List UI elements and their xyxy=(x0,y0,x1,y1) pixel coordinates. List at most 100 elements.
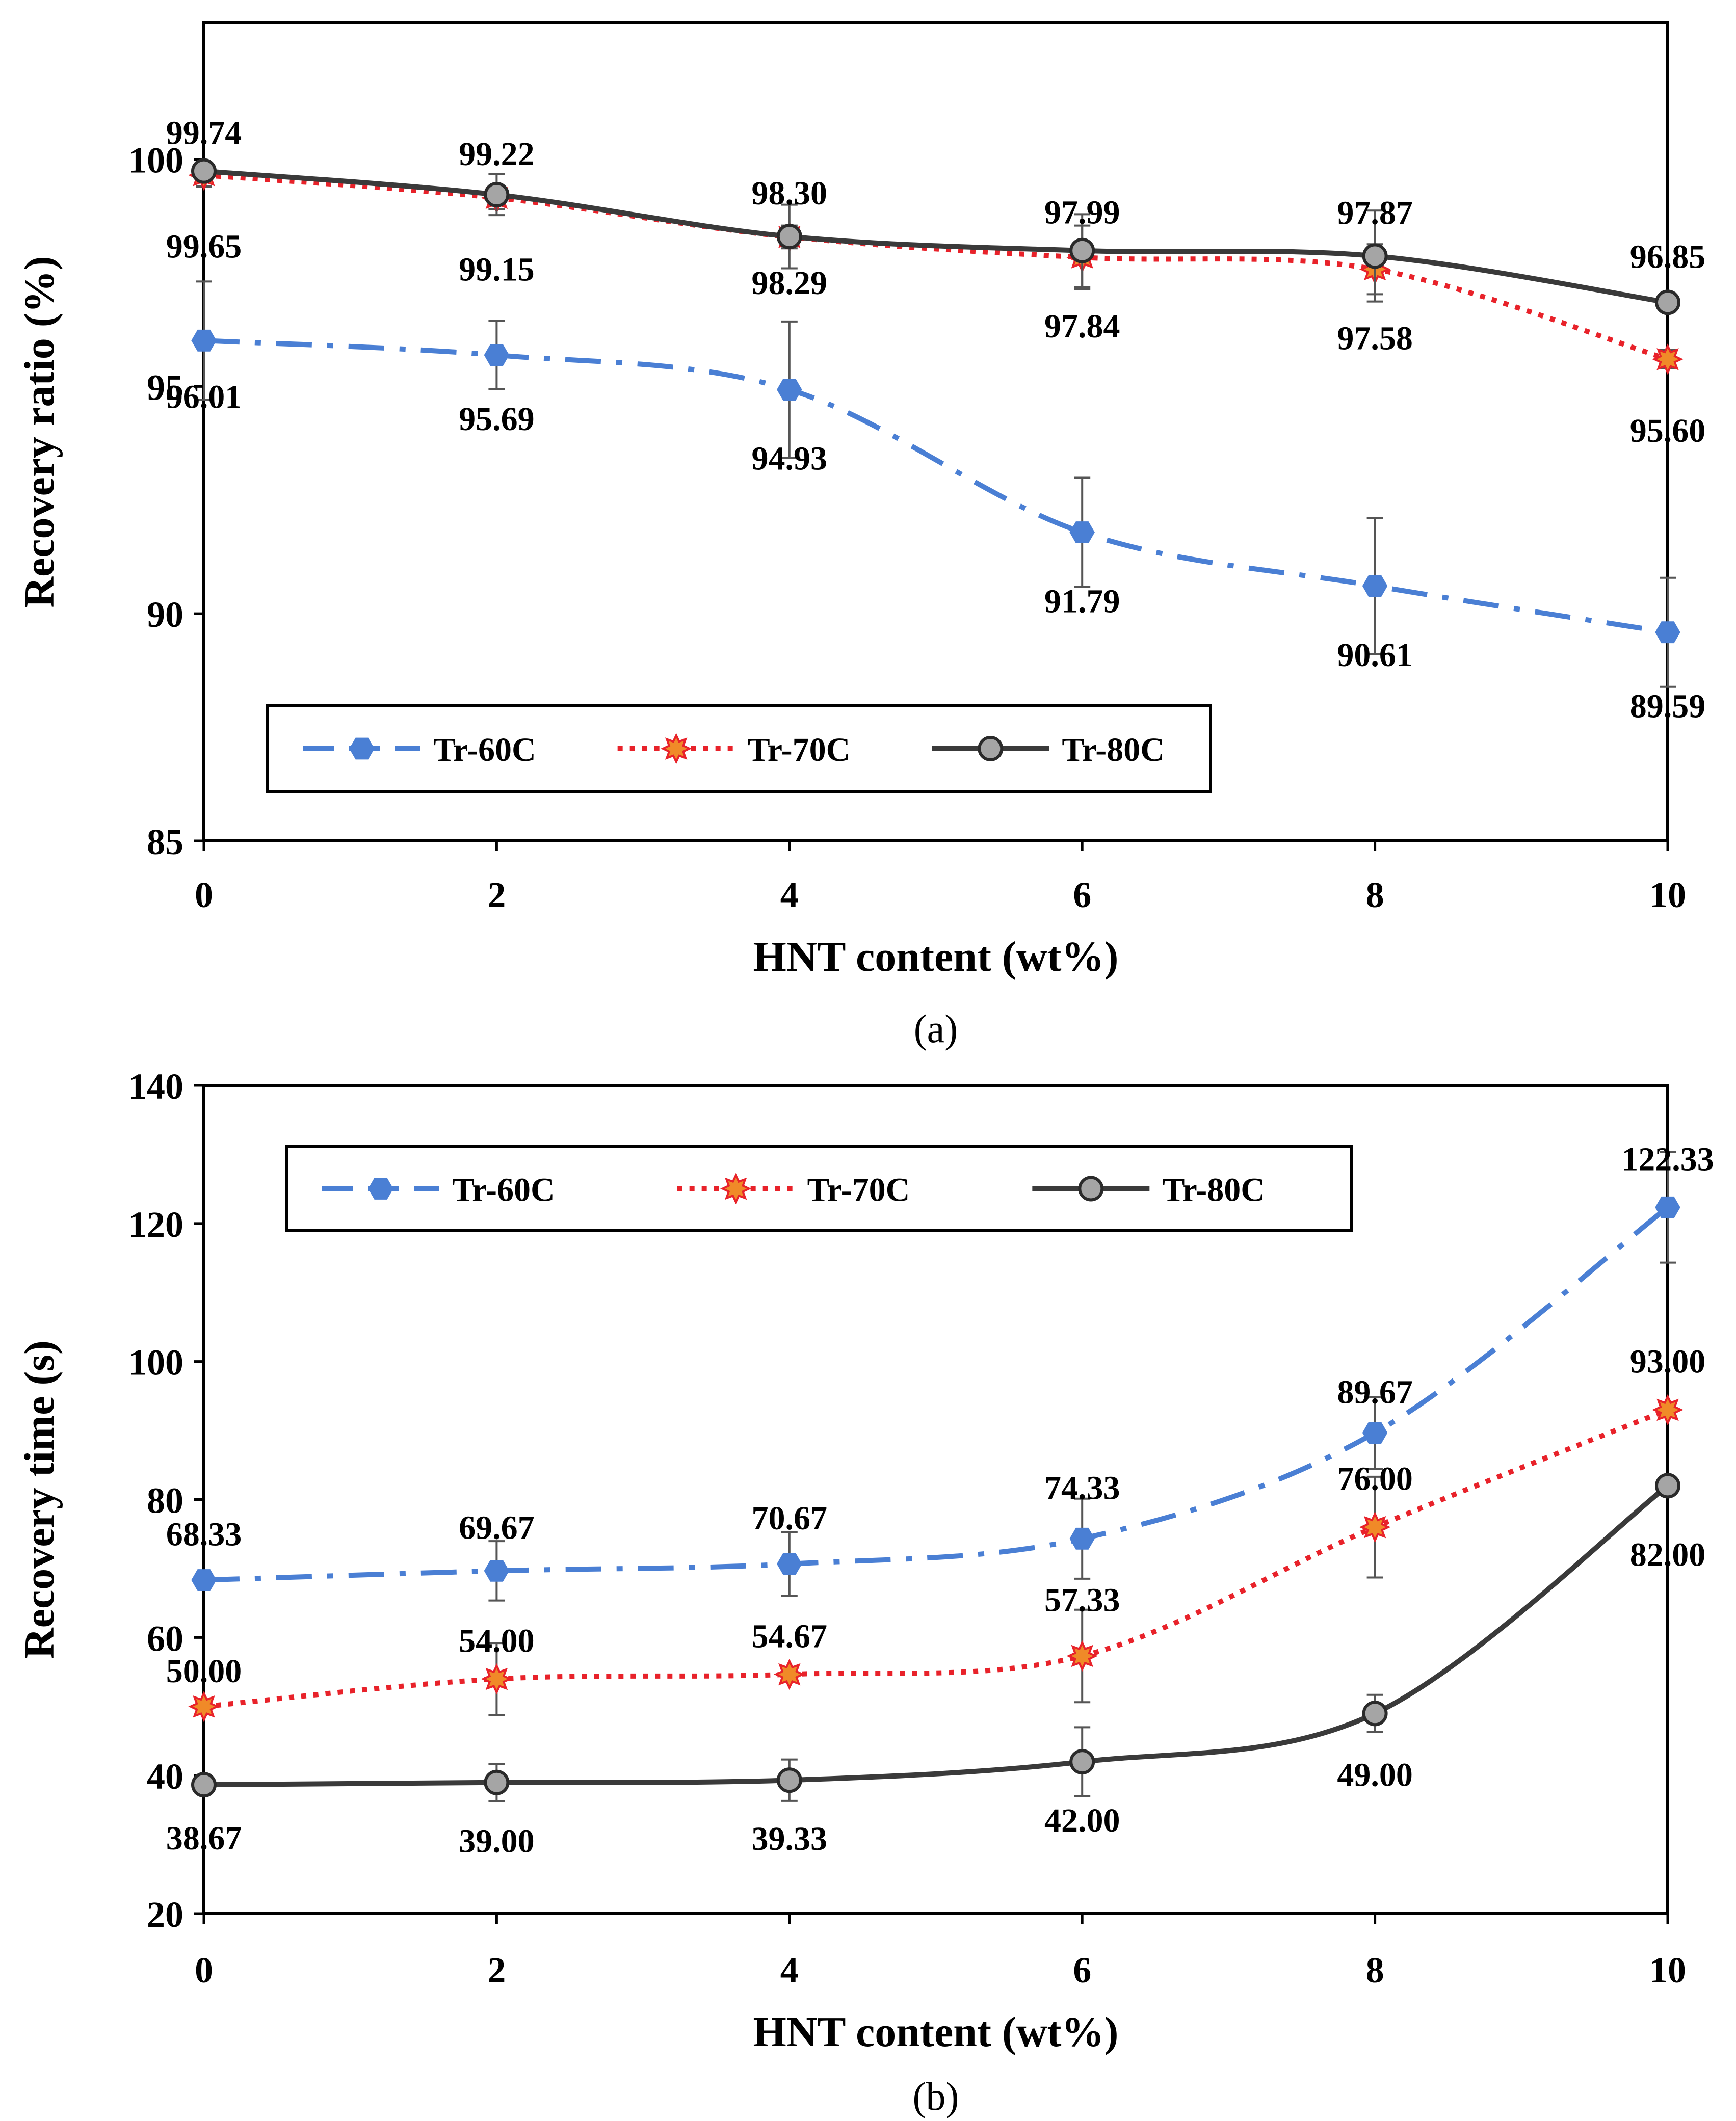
series-line-Tr-70C xyxy=(203,172,1669,362)
panel-a-chart: 85 90 95 100 0 2 4 6 8 10 HNT content (wt%) Recover… xyxy=(16,21,1706,1051)
x-tick-label: 8 xyxy=(1366,874,1384,915)
panel-caption: (a) xyxy=(914,1006,958,1051)
x-tick-label: 10 xyxy=(1649,874,1686,915)
series-line-Tr-80C xyxy=(203,1483,1670,1788)
panel-caption: (b) xyxy=(913,2074,959,2118)
legend-label: Tr-70C xyxy=(807,1172,910,1209)
data-point xyxy=(1069,237,1095,263)
series-Tr-60C: 68.33 69.67 70.67 74.33 89.67 122.33 xyxy=(166,1141,1714,1602)
x-tick-label: 2 xyxy=(487,1950,506,1991)
data-label: 90.61 xyxy=(1337,637,1413,674)
data-label: 97.84 xyxy=(1044,308,1120,345)
y-tick-label: 120 xyxy=(128,1204,183,1245)
data-label: 98.29 xyxy=(752,264,828,302)
y-tick-label: 20 xyxy=(147,1894,183,1935)
data-point xyxy=(1655,1473,1680,1499)
plot-frame xyxy=(202,21,1669,842)
data-point xyxy=(484,182,510,208)
data-label: 74.33 xyxy=(1044,1469,1120,1506)
data-label: 99.74 xyxy=(166,115,242,152)
data-label: 89.59 xyxy=(1630,688,1706,725)
data-label: 99.65 xyxy=(166,228,242,266)
legend-marker xyxy=(978,736,1004,761)
series-line-Tr-80C xyxy=(203,168,1668,305)
data-label: 97.58 xyxy=(1337,320,1413,357)
y-tick-label: 40 xyxy=(147,1756,183,1797)
data-point xyxy=(776,1767,802,1793)
x-tick-label: 2 xyxy=(487,874,506,915)
data-label: 70.67 xyxy=(752,1500,828,1537)
data-label: 82.00 xyxy=(1630,1536,1706,1573)
data-label: 54.00 xyxy=(459,1623,535,1660)
legend-label: Tr-80C xyxy=(1062,731,1165,768)
data-label: 97.99 xyxy=(1044,194,1120,231)
data-label: 38.67 xyxy=(166,1820,242,1857)
y-tick-label: 95 xyxy=(147,367,183,408)
x-axis-label: HNT content (wt%) xyxy=(753,2008,1118,2056)
data-point xyxy=(1069,1527,1095,1550)
data-point xyxy=(1069,521,1095,543)
data-point xyxy=(191,329,217,352)
legend: Tr-60C Tr-70C Tr-80C xyxy=(285,1145,1353,1232)
data-point xyxy=(777,1553,802,1575)
data-point xyxy=(774,1658,805,1690)
legend: Tr-60C Tr-70C Tr-80C xyxy=(266,704,1212,793)
y-tick-label: 100 xyxy=(128,140,183,181)
series-line-Tr-60C xyxy=(203,338,1668,635)
data-label: 91.79 xyxy=(1044,583,1120,620)
data-label: 94.93 xyxy=(752,440,828,478)
x-tick-label: 8 xyxy=(1366,1950,1384,1991)
data-point xyxy=(191,158,217,184)
data-label: 69.67 xyxy=(459,1509,535,1546)
data-label: 96.85 xyxy=(1630,238,1706,275)
y-tick-label: 60 xyxy=(147,1618,183,1659)
legend-label: Tr-80C xyxy=(1162,1172,1265,1209)
data-point xyxy=(1362,575,1388,597)
data-label: 76.00 xyxy=(1337,1461,1413,1498)
data-point xyxy=(1655,1196,1680,1218)
y-tick-label: 80 xyxy=(147,1480,183,1521)
x-tick-label: 0 xyxy=(195,874,213,915)
legend-marker xyxy=(368,1178,393,1200)
data-label: 96.01 xyxy=(166,378,242,415)
y-tick-label: 85 xyxy=(147,821,183,862)
legend-marker xyxy=(720,1173,752,1205)
data-label: 98.30 xyxy=(752,175,828,212)
data-point xyxy=(484,344,510,366)
data-label: 97.87 xyxy=(1337,194,1413,231)
legend-marker xyxy=(660,733,692,764)
y-tick-label: 100 xyxy=(128,1342,183,1383)
series-line-Tr-70C xyxy=(203,1407,1669,1709)
legend-box xyxy=(266,704,1212,793)
legend-marker xyxy=(349,737,375,760)
data-label: 95.69 xyxy=(459,401,535,438)
data-point xyxy=(1655,621,1680,644)
x-tick-label: 4 xyxy=(780,874,799,915)
data-point xyxy=(1652,343,1684,375)
y-tick-label: 90 xyxy=(147,594,183,635)
data-label: 57.33 xyxy=(1044,1581,1120,1619)
data-point xyxy=(777,379,802,401)
data-point xyxy=(1066,1640,1098,1672)
data-label: 50.00 xyxy=(166,1653,242,1690)
data-label: 39.00 xyxy=(459,1823,535,1860)
series-Tr-60C: 96.01 95.69 94.93 91.79 90.61 89.59 xyxy=(166,280,1706,725)
legend-label: Tr-70C xyxy=(748,731,851,768)
x-tick-label: 6 xyxy=(1073,874,1091,915)
legend-label: Tr-60C xyxy=(452,1172,555,1209)
legend-label: Tr-60C xyxy=(433,731,536,768)
series-Tr-70C: 50.00 54.00 54.67 57.33 76.00 93.00 xyxy=(166,1343,1705,1722)
data-point xyxy=(1359,1511,1391,1543)
data-point xyxy=(484,1769,510,1795)
data-point xyxy=(1362,1701,1388,1727)
data-label: 99.15 xyxy=(459,251,535,288)
data-point xyxy=(191,1569,217,1591)
data-point xyxy=(481,1663,513,1695)
y-axis-label: Recovery time (s) xyxy=(16,1340,63,1659)
series-Tr-80C: 38.67 39.00 39.33 42.00 49.00 82.00 xyxy=(166,1473,1706,1860)
data-point xyxy=(1652,1394,1684,1426)
x-axis-label: HNT content (wt%) xyxy=(753,933,1118,980)
data-point xyxy=(1362,243,1388,269)
x-tick-label: 6 xyxy=(1073,1950,1091,1991)
